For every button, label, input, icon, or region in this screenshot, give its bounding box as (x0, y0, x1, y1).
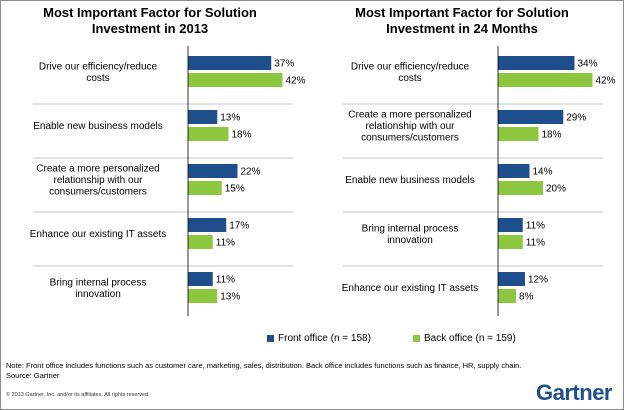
bar-2013-back-2 (188, 181, 222, 195)
gartner-logo: Gartner (536, 380, 612, 405)
category-label-24-months-3: Bring internal process innovation (362, 223, 459, 246)
bar-2013-front-1 (188, 110, 218, 124)
value-label-2013-back-4: 13% (220, 292, 240, 303)
bar-2013-front-0 (188, 56, 272, 70)
chart-title-2013-line1: Most Important Factor for Solution (43, 5, 257, 20)
bar-2013-back-4 (188, 289, 218, 303)
category-label-24-months-1: Create a more personalized relationship w… (348, 110, 471, 144)
bar-2013-front-3 (188, 218, 227, 232)
bar-24-months-front-0 (498, 56, 575, 70)
category-label-2013-0: Drive our efficiency/reduce costs (39, 61, 158, 84)
chart-title-24-months: Most Important Factor for Solution Inves… (312, 5, 612, 37)
value-label-2013-back-1: 18% (232, 130, 252, 141)
category-label-2013-2: Create a more personalized relationship w… (36, 164, 159, 198)
source-text: Source: Gartner (6, 371, 60, 380)
copyright-text: © 2013 Gartner, Inc. and/or its affiliat… (6, 392, 150, 398)
value-label-2013-back-3: 11% (216, 238, 235, 249)
bar-24-months-front-2 (498, 164, 530, 178)
category-label-2013-1: Enable new business models (33, 121, 163, 132)
note-text: Note: Front office includes functions su… (6, 361, 522, 370)
value-label-24-months-front-2: 14% (533, 167, 553, 178)
category-label-24-months-4: Enhance our existing IT assets (342, 283, 479, 294)
legend-front-office: Front office (n = 158) (267, 333, 371, 344)
value-label-24-months-front-4: 12% (528, 275, 548, 286)
value-label-2013-front-3: 17% (229, 221, 249, 232)
value-label-2013-front-0: 37% (274, 59, 294, 70)
bar-2013-back-0 (188, 73, 283, 87)
value-label-2013-front-4: 11% (216, 275, 235, 286)
category-label-2013-3: Enhance our existing IT assets (30, 229, 167, 240)
chart-title-24-months-line2: Investment in 24 Months (386, 21, 538, 36)
value-label-24-months-back-3: 11% (526, 238, 545, 249)
chart-title-2013-line2: Investment in 2013 (91, 21, 209, 36)
legend-front-swatch (267, 335, 274, 342)
value-label-2013-back-2: 15% (225, 184, 245, 195)
bar-2013-front-2 (188, 164, 238, 178)
bar-24-months-back-2 (498, 181, 543, 195)
bar-24-months-back-4 (498, 289, 516, 303)
bar-24-months-front-3 (498, 218, 523, 232)
value-label-24-months-back-2: 20% (546, 184, 566, 195)
value-label-24-months-back-1: 18% (542, 130, 562, 141)
value-label-24-months-front-1: 29% (566, 113, 586, 124)
category-label-24-months-2: Enable new business models (345, 175, 475, 186)
bar-24-months-front-1 (498, 110, 564, 124)
bar-24-months-back-0 (498, 73, 593, 87)
chart-title-2013: Most Important Factor for Solution Inves… (0, 5, 300, 37)
bar-2013-back-3 (188, 235, 213, 249)
value-label-2013-front-1: 13% (220, 113, 240, 124)
value-label-24-months-back-4: 8% (519, 292, 534, 303)
category-label-24-months-0: Drive our efficiency/reduce costs (351, 61, 470, 84)
bar-2013-back-1 (188, 127, 229, 141)
value-label-2013-back-0: 42% (286, 76, 306, 87)
value-label-24-months-back-0: 42% (596, 76, 616, 87)
bar-2013-front-4 (188, 272, 213, 286)
legend-back-swatch (413, 335, 420, 342)
legend-back-label: Back office (n = 159) (424, 333, 516, 344)
category-label-2013-4: Bring internal process innovation (50, 277, 147, 300)
bar-24-months-back-1 (498, 127, 539, 141)
value-label-24-months-front-0: 34% (578, 59, 598, 70)
value-label-2013-front-2: 22% (241, 167, 261, 178)
value-label-24-months-front-3: 11% (526, 221, 545, 232)
bar-24-months-back-3 (498, 235, 523, 249)
chart-title-24-months-line1: Most Important Factor for Solution (355, 5, 569, 20)
footnote: Note: Front office includes functions su… (6, 361, 618, 381)
legend-back-office: Back office (n = 159) (413, 333, 516, 344)
bar-24-months-front-4 (498, 272, 525, 286)
legend-front-label: Front office (n = 158) (278, 333, 371, 344)
